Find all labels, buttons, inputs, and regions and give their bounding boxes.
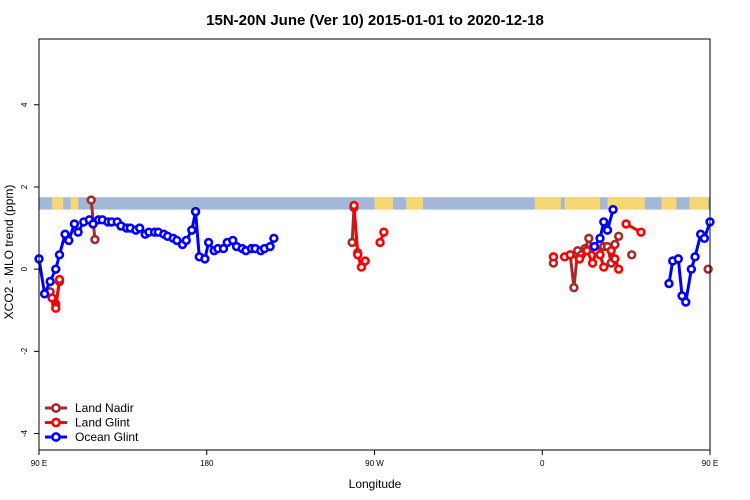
land-glint-point [595,250,605,260]
ocean-glint-point [69,219,80,229]
land-glint-point [51,303,61,313]
land-patch [607,197,645,210]
ocean-glint-series [34,204,715,307]
land-patch [52,197,64,210]
ocean-glint-point [190,206,201,217]
ocean-glint-point [181,235,191,246]
ocean-glint-point [73,227,83,237]
ocean-glint-point [200,254,210,264]
ocean-glint-point [690,252,700,262]
land-patch [661,197,677,210]
chart-title: 15N-20N June (Ver 10) 2015-01-01 to 2020… [206,12,544,29]
land-nadir-point [86,195,96,205]
land-glint-point [599,262,609,272]
ocean-glint-point [602,225,613,235]
axis-ticks: 90 E 180 90 W 0 90 E -4 -2 0 2 4 [20,102,718,468]
land-nadir-point [584,233,594,244]
land-glint-point [606,245,616,256]
land-nadir-point [90,234,100,245]
land-nadir-point [627,250,637,260]
ocean-glint-point [64,235,74,246]
land-nadir-point [613,231,624,241]
x-tick-label: 180 [200,459,214,468]
land-patch [534,197,561,210]
land-glint-point [349,200,359,211]
land-glint-point [353,250,363,260]
land-patch [564,197,601,210]
x-tick-label: 90 W [365,459,384,468]
ocean-glint-point [45,276,55,287]
land-glint-series [47,200,646,313]
land-glint-point [47,293,57,303]
land-nadir-point [569,282,579,293]
ocean-glint-point [686,264,697,274]
land-glint-point [360,256,370,266]
ocean-glint-point [269,233,279,244]
x-tick-label: 90 E [702,459,718,468]
ocean-glint-point [265,241,275,252]
ocean-glint-point [134,223,145,233]
land-glint-point [610,254,620,264]
land-glint-point [582,245,592,256]
land-nadir-point [347,237,357,248]
ocean-glint-point [51,264,61,274]
y-tick-label: -4 [20,429,29,437]
land-glint-point [613,264,624,274]
legend-marker-land-nadir [51,403,61,413]
y-tick-label: 2 [20,184,29,189]
ocean-glint-point [187,225,197,235]
ocean-glint-point [203,237,214,248]
x-tick-label: 0 [540,459,545,468]
x-tick-label: 90 E [31,459,47,468]
ocean-glint-point [589,241,600,252]
ocean-glint-point [673,254,684,264]
legend-label-ocean-glint: Ocean Glint [75,430,139,444]
land-patch [689,197,709,210]
ocean-glint-point [595,233,605,244]
y-tick-label: 4 [20,102,29,107]
land-glint-point [379,227,389,237]
land-glint-point [574,254,585,264]
land-patch [406,197,423,210]
y-axis-label: XCO2 - MLO trend (ppm) [2,185,16,320]
y-tick-label: -2 [20,347,29,355]
plot-frame [38,38,711,451]
land-glint-point [636,227,646,237]
land-patch [70,197,79,210]
land-mask-strip [39,197,710,210]
x-axis-label: Longitude [349,477,402,491]
ocean-glint-point [54,250,65,260]
ocean-glint-point [681,297,691,307]
land-glint-point [548,252,559,262]
y-tick-label: 0 [20,266,29,271]
legend-label-land-nadir: Land Nadir [75,401,134,415]
land-glint-point [565,250,575,260]
legend-marker-ocean-glint [51,432,61,442]
ocean-glint-point [599,217,609,227]
legend-marker-land-glint [51,417,61,428]
series-layer [34,195,715,313]
land-patch [374,197,394,210]
ocean-glint-point [699,233,710,244]
ocean-glint-point [608,204,618,215]
ocean-glint-point [664,278,674,289]
land-glint-point [54,274,65,285]
land-nadir-point [703,264,713,274]
legend-label-land-glint: Land Glint [75,416,130,430]
land-glint-point [621,219,631,229]
land-glint-point [375,237,385,248]
land-glint-point [587,258,598,268]
ocean-glint-point [39,289,50,299]
